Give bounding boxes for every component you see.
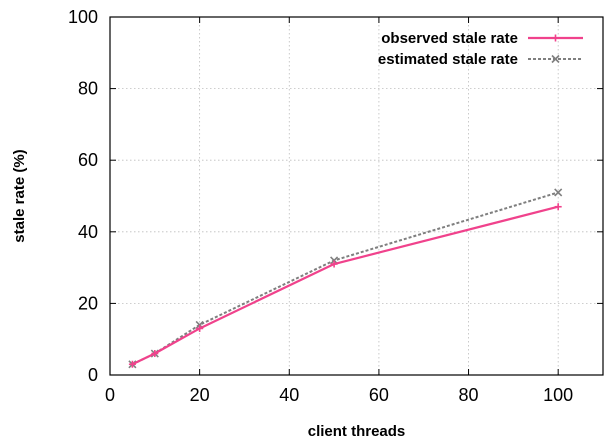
y-tick-label: 100 [68,7,98,27]
series-lines [128,188,563,369]
axis-ticks: 0 20 40 60 80 100 0 20 40 60 80 100 [68,7,603,405]
x-tick-label: 0 [105,385,115,405]
legend-label: estimated stale rate [378,51,518,68]
series-observed-stale-rate [128,203,562,368]
y-tick-label: 40 [78,222,98,242]
data-point-marker [551,54,560,64]
y-axis-title: stale rate (%) [11,149,28,242]
series-estimated-stale-rate [128,188,563,369]
series-line [131,205,559,366]
y-tick-label: 0 [88,365,98,385]
y-tick-label: 80 [78,79,98,99]
x-tick-label: 60 [369,385,389,405]
x-tick-label: 80 [459,385,479,405]
x-tick-label: 100 [543,385,573,405]
legend: observed stale rate estimated stale rate [378,30,583,68]
y-tick-label: 20 [78,293,98,313]
legend-label: observed stale rate [381,30,518,47]
x-tick-label: 20 [190,385,210,405]
y-tick-label: 60 [78,150,98,170]
grid [110,17,603,375]
data-point-marker [330,256,339,265]
x-axis-title: client threads [308,423,406,440]
data-point-marker [195,320,204,329]
series-line [131,191,559,366]
x-tick-label: 40 [279,385,299,405]
data-point-marker [554,188,563,197]
plot-area-frame [109,16,604,376]
